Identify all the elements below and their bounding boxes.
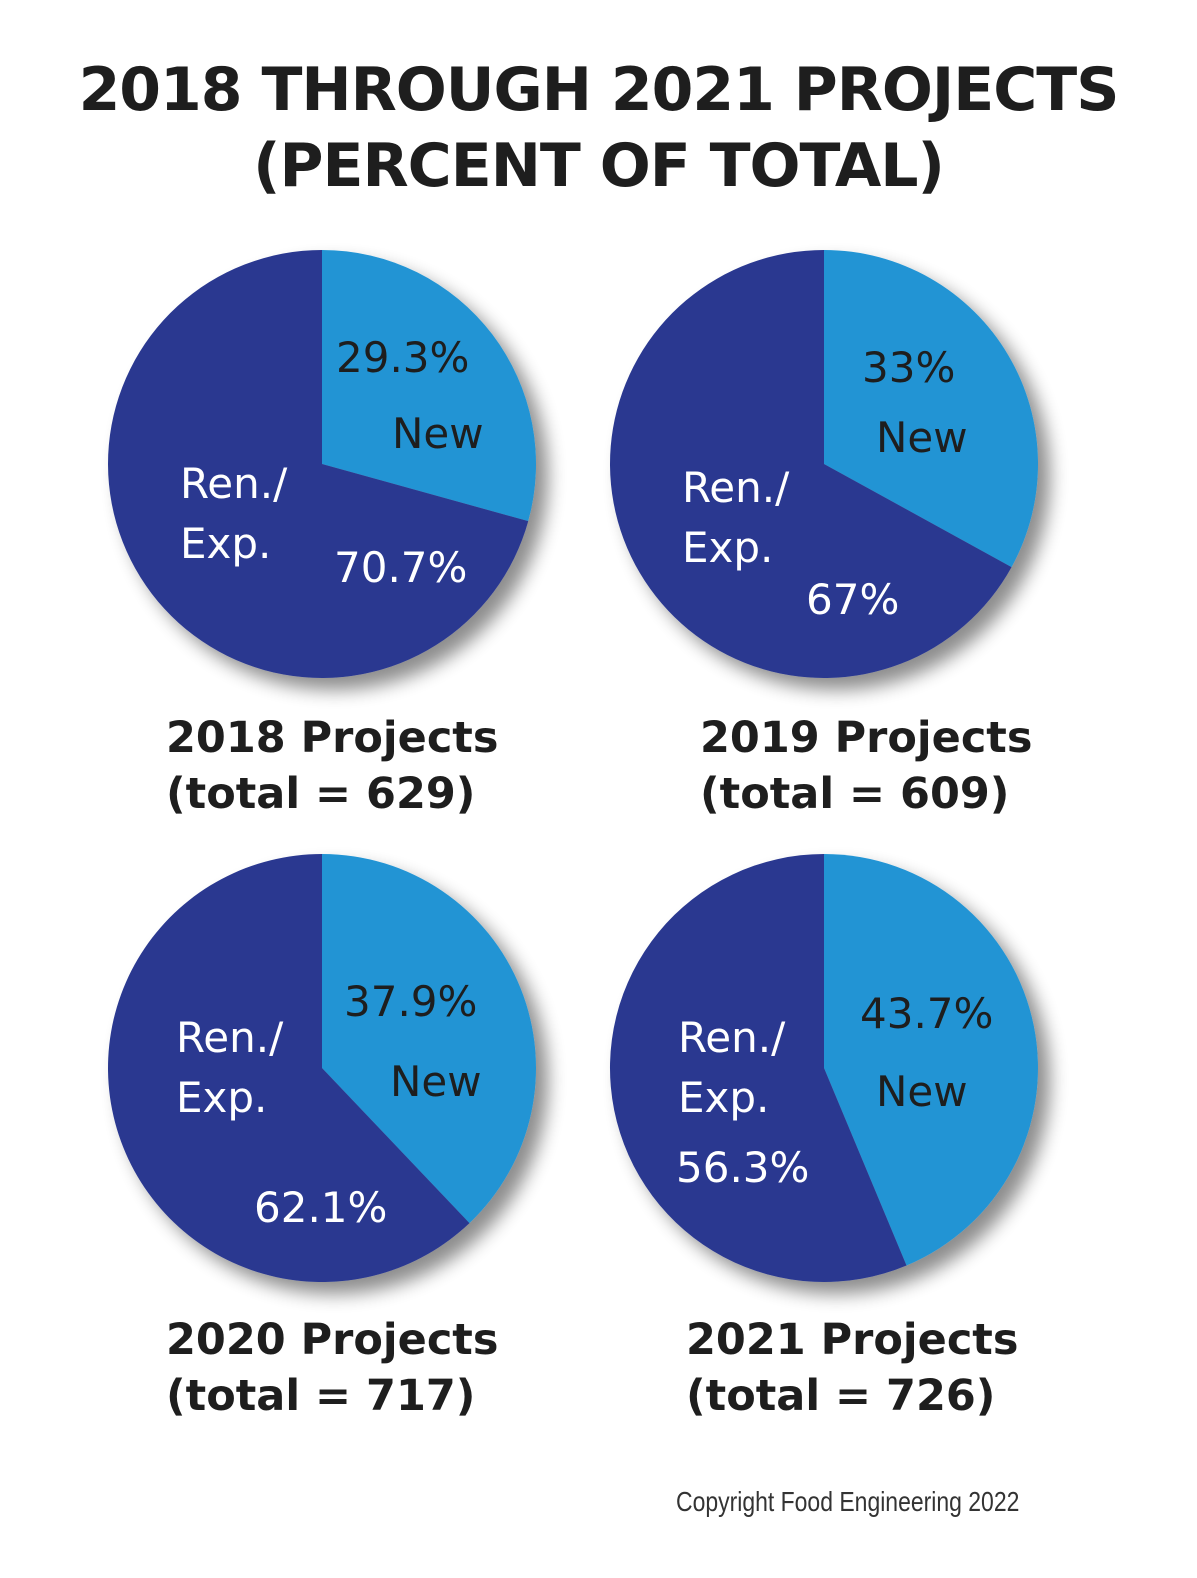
new-label: New <box>876 1067 968 1116</box>
ren-exp-percent-label: 67% <box>806 575 899 624</box>
pie-caption-total: (total = 609) <box>700 769 1010 819</box>
pie-chart-2021: 43.7% New Ren./ Exp. 56.3% <box>609 854 1038 1282</box>
ren-exp-label-line-2: Exp. <box>176 1073 267 1122</box>
ren-exp-label-line-2: Exp. <box>682 523 773 572</box>
pie-slice-ren-exp <box>609 854 907 1282</box>
ren-exp-percent-label: 56.3% <box>676 1143 809 1192</box>
chart-title-line-1: 2018 THROUGH 2021 PROJECTS <box>78 55 1120 125</box>
ren-exp-label-line-1: Ren./ <box>682 463 790 512</box>
new-percent-label: 43.7% <box>860 989 993 1038</box>
new-label: New <box>876 413 968 462</box>
pie-caption-2020: 2020 Projects (total = 717) <box>166 1312 498 1424</box>
pie-caption-total: (total = 629) <box>166 769 476 819</box>
ren-exp-percent-label: 62.1% <box>254 1183 387 1232</box>
pie-caption-title: 2020 Projects <box>166 1315 499 1365</box>
new-label: New <box>392 409 484 458</box>
ren-exp-label-line-1: Ren./ <box>176 1013 284 1062</box>
ren-exp-label-line-1: Ren./ <box>180 459 288 508</box>
new-percent-label: 29.3% <box>336 333 469 382</box>
copyright-note: Copyright Food Engineering 2022 <box>676 1486 1020 1517</box>
pie-caption-total: (total = 726) <box>686 1371 996 1421</box>
pie-caption-title: 2021 Projects <box>686 1315 1019 1365</box>
chart-title: 2018 THROUGH 2021 PROJECTS (PERCENT OF T… <box>0 52 1197 204</box>
pie-slice-ren-exp <box>108 854 470 1282</box>
pie-caption-total: (total = 717) <box>166 1371 476 1421</box>
pie-chart-2019: 33% New Ren./ Exp. 67% <box>610 250 1039 678</box>
pie-caption-2018: 2018 Projects (total = 629) <box>166 710 498 822</box>
ren-exp-label-line-2: Exp. <box>678 1073 769 1122</box>
new-percent-label: 33% <box>862 343 955 392</box>
pie-caption-title: 2019 Projects <box>700 713 1033 763</box>
ren-exp-label-line-2: Exp. <box>180 519 271 568</box>
ren-exp-percent-label: 70.7% <box>334 543 467 592</box>
pie-chart-2018: 29.3% New Ren./ Exp. 70.7% <box>108 250 537 678</box>
pie-slice-new <box>824 854 1038 1266</box>
pie-chart-2020: 37.9% New Ren./ Exp. 62.1% <box>108 854 537 1282</box>
chart-title-line-2: (PERCENT OF TOTAL) <box>253 131 945 201</box>
pie-caption-2019: 2019 Projects (total = 609) <box>700 710 1032 822</box>
pie-caption-title: 2018 Projects <box>166 713 499 763</box>
ren-exp-label-line-1: Ren./ <box>678 1013 786 1062</box>
new-label: New <box>390 1057 482 1106</box>
pie-slice-ren-exp <box>108 250 529 678</box>
new-percent-label: 37.9% <box>344 977 477 1026</box>
pie-caption-2021: 2021 Projects (total = 726) <box>686 1312 1018 1424</box>
pie-slice-new <box>322 250 537 522</box>
pie-slice-ren-exp <box>610 250 1012 678</box>
pie-slice-new <box>322 854 537 1224</box>
pie-slice-new <box>824 250 1039 568</box>
